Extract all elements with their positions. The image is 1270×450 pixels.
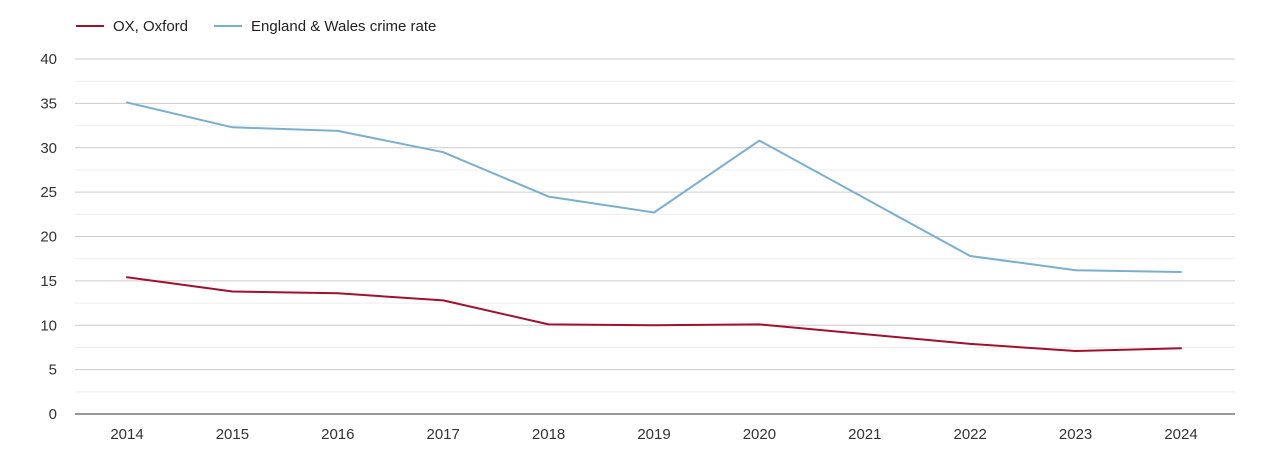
- y-tick-label: 25: [40, 184, 57, 201]
- data-point-oxford[interactable]: [861, 330, 869, 338]
- legend-label-oxford: OX, Oxford: [113, 17, 189, 35]
- data-point-oxford[interactable]: [334, 289, 342, 297]
- data-point-england-wales[interactable]: [439, 148, 447, 156]
- data-point-oxford[interactable]: [545, 320, 553, 328]
- legend-item-oxford[interactable]: OX, Oxford: [76, 18, 188, 35]
- x-tick-label: 2024: [1164, 426, 1197, 443]
- y-tick-label: 5: [49, 362, 57, 379]
- x-axis: 2014 2015 2016 2017 2018 2019 2020 2021 2022 2023…: [75, 413, 1235, 443]
- y-tick-label: 10: [40, 317, 57, 334]
- x-tick-label: 2020: [743, 426, 776, 443]
- x-tick-label: 2014: [110, 426, 143, 443]
- x-tick-label: 2017: [427, 426, 460, 443]
- data-point-oxford[interactable]: [650, 321, 658, 329]
- data-point-oxford[interactable]: [228, 288, 236, 296]
- legend-label-england-wales: England & Wales crime rate: [251, 17, 437, 35]
- x-tick-label: 2022: [954, 426, 987, 443]
- y-tick-label: 30: [40, 140, 57, 157]
- chart-legend: OX, Oxford England & Wales crime rate: [76, 14, 436, 38]
- data-point-england-wales[interactable]: [334, 127, 342, 135]
- legend-swatch-oxford: [76, 25, 104, 27]
- x-tick-label: 2019: [637, 426, 670, 443]
- y-tick-label: 20: [40, 229, 57, 246]
- series-lines: [123, 98, 1185, 355]
- series-line-oxford[interactable]: [126, 276, 1182, 352]
- data-point-england-wales[interactable]: [1072, 266, 1080, 274]
- data-point-england-wales[interactable]: [966, 252, 974, 260]
- x-tick-label: 2021: [848, 426, 881, 443]
- x-tick-label: 2023: [1059, 426, 1092, 443]
- data-point-oxford[interactable]: [1072, 347, 1080, 355]
- data-point-england-wales[interactable]: [1177, 268, 1185, 276]
- grid-lines: [75, 58, 1235, 393]
- y-tick-label: 0: [49, 406, 57, 423]
- y-tick-label: 40: [40, 51, 57, 68]
- data-point-oxford[interactable]: [439, 296, 447, 304]
- data-point-england-wales[interactable]: [123, 98, 131, 106]
- x-tick-label: 2015: [216, 426, 249, 443]
- data-point-england-wales[interactable]: [228, 123, 236, 131]
- y-axis: 0 5 10 15 20 25 30 35 40: [40, 51, 57, 423]
- data-point-oxford[interactable]: [755, 320, 763, 328]
- data-point-oxford[interactable]: [123, 273, 131, 281]
- y-tick-label: 35: [40, 95, 57, 112]
- legend-item-england-wales[interactable]: England & Wales crime rate: [214, 18, 436, 35]
- y-tick-label: 15: [40, 273, 57, 290]
- x-tick-label: 2018: [532, 426, 565, 443]
- data-point-oxford[interactable]: [1177, 344, 1185, 352]
- x-tick-label: 2016: [321, 426, 354, 443]
- legend-swatch-england-wales: [214, 25, 243, 27]
- data-point-england-wales[interactable]: [650, 209, 658, 217]
- data-point-england-wales[interactable]: [545, 193, 553, 201]
- data-point-oxford[interactable]: [966, 340, 974, 348]
- data-point-england-wales[interactable]: [861, 194, 869, 202]
- data-point-england-wales[interactable]: [755, 137, 763, 145]
- series-line-england-wales[interactable]: [126, 101, 1182, 273]
